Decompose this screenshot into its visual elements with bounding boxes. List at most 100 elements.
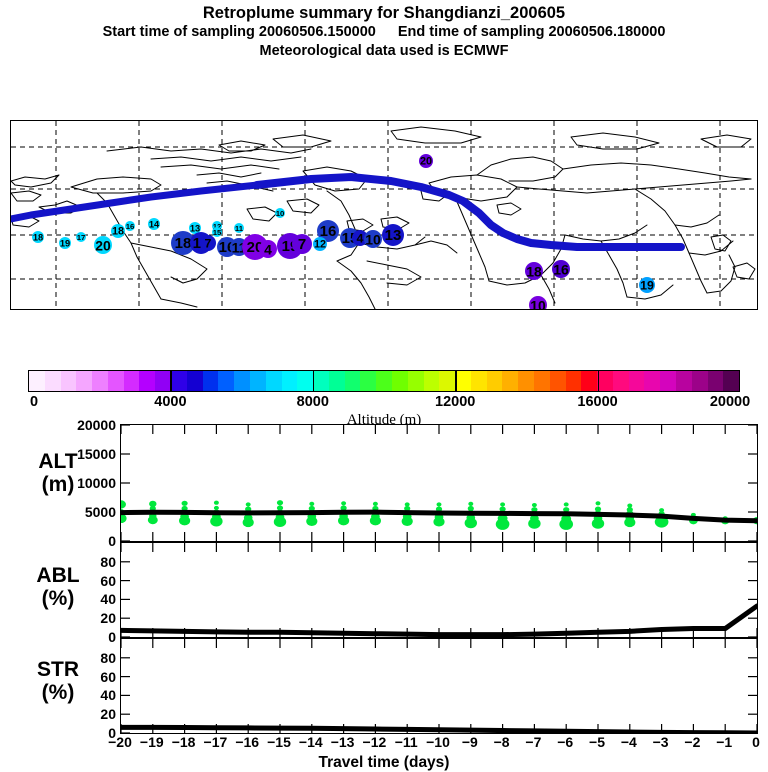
alt-scatter-point bbox=[595, 501, 601, 506]
colorbar-segment bbox=[171, 371, 187, 391]
colorbar-segment bbox=[376, 371, 392, 391]
plume-marker bbox=[313, 237, 327, 251]
alt-label-line2: (m) bbox=[41, 473, 75, 496]
colorbar-segment bbox=[691, 371, 708, 391]
plume-marker-label: 13 bbox=[385, 227, 402, 244]
colorbar-segment bbox=[723, 371, 740, 391]
xaxis-title: Travel time (days) bbox=[318, 754, 450, 771]
alt-ytick-label: 20000 bbox=[77, 417, 116, 433]
abl-ytick-label: 80 bbox=[100, 553, 116, 570]
alt-scatter-point bbox=[627, 503, 633, 508]
colorbar-segment bbox=[707, 371, 724, 391]
alt-scatter-point bbox=[530, 514, 539, 523]
xaxis-tick-label: −6 bbox=[557, 734, 574, 750]
colorbar-segment bbox=[502, 371, 519, 391]
colorbar-tick-label: 4000 bbox=[154, 394, 187, 410]
str-ytick-label: 80 bbox=[100, 649, 116, 666]
plume-marker bbox=[94, 236, 112, 254]
plume-marker bbox=[111, 224, 125, 238]
colorbar-divider bbox=[170, 370, 172, 392]
xaxis-tick-label: −12 bbox=[362, 734, 387, 750]
colorbar-segment bbox=[139, 371, 156, 391]
abl-ytick-label: 0 bbox=[108, 629, 116, 645]
colorbar-segment bbox=[391, 371, 408, 391]
alt-scatter-point bbox=[181, 500, 188, 506]
plume-marker-label: 16 bbox=[126, 222, 135, 231]
alt-panel[interactable] bbox=[120, 424, 758, 542]
plume-marker-label: 20 bbox=[247, 239, 264, 256]
title-block: Retroplume summary for Shangdianzi_20060… bbox=[0, 0, 768, 61]
alt-scatter-point bbox=[464, 517, 477, 529]
colorbar-segment bbox=[328, 371, 345, 391]
alt-scatter-point bbox=[275, 513, 285, 521]
alt-scatter-point bbox=[435, 506, 443, 512]
plume-marker-label: 12 bbox=[213, 222, 222, 231]
plume-marker bbox=[234, 223, 244, 233]
colorbar-segment bbox=[218, 371, 235, 391]
colorbar-segment bbox=[60, 371, 77, 391]
plume-marker-label: 7 bbox=[298, 236, 306, 253]
colorbar-segment bbox=[455, 371, 471, 391]
colorbar-segment bbox=[281, 371, 298, 391]
xaxis-tick-label: −8 bbox=[493, 734, 510, 750]
colorbar-segment bbox=[92, 371, 108, 391]
plume-marker-label: 16 bbox=[320, 223, 337, 240]
alt-scatter-point bbox=[243, 514, 253, 522]
alt-scatter-point bbox=[591, 518, 605, 529]
abl-ytick-label: 20 bbox=[100, 610, 116, 627]
str-ytick-label: 60 bbox=[100, 668, 116, 685]
abl-row-label: ABL (%) bbox=[6, 564, 110, 610]
page-title: Retroplume summary for Shangdianzi_20060… bbox=[202, 4, 566, 22]
colorbar-tick-label: 16000 bbox=[577, 394, 618, 410]
retroplume-map[interactable]: 1819172018161413181871215111611204101971… bbox=[10, 120, 758, 310]
colorbar-segment bbox=[360, 371, 377, 391]
alt-scatter-point bbox=[561, 514, 572, 524]
plume-marker-label: 18 bbox=[112, 226, 124, 238]
colorbar-segment bbox=[265, 371, 282, 391]
xaxis-tick-label: −13 bbox=[330, 734, 355, 750]
plume-marker bbox=[171, 231, 195, 255]
str-panel[interactable] bbox=[120, 638, 758, 734]
xaxis-tick-label: −19 bbox=[139, 734, 164, 750]
alt-ytick-label: 15000 bbox=[77, 446, 116, 462]
plume-marker bbox=[212, 227, 222, 237]
colorbar-segment bbox=[534, 371, 550, 391]
abl-panel[interactable] bbox=[120, 542, 758, 638]
alt-scatter-point bbox=[528, 518, 541, 529]
xaxis-tick-label: −5 bbox=[589, 734, 605, 750]
plume-marker bbox=[317, 220, 339, 242]
trajectory-line bbox=[11, 173, 685, 251]
colorbar-divider bbox=[455, 370, 457, 392]
plume-marker bbox=[259, 240, 277, 258]
xaxis-tick-label: −16 bbox=[235, 734, 260, 750]
colorbar-segment bbox=[249, 371, 266, 391]
abl-label-line2: (%) bbox=[41, 587, 75, 610]
plume-marker bbox=[529, 296, 547, 309]
abl-label-line1: ABL bbox=[36, 564, 80, 587]
colorbar-tick-label: 12000 bbox=[435, 394, 476, 410]
str-plot bbox=[121, 639, 757, 733]
colorbar-segment bbox=[597, 371, 613, 391]
colorbar-segment bbox=[76, 371, 93, 391]
alt-scatter-point bbox=[121, 500, 126, 509]
alt-row-label: ALT (m) bbox=[6, 450, 110, 496]
plume-marker-label: 18 bbox=[175, 235, 192, 252]
alt-scatter-point bbox=[563, 507, 570, 513]
abl-ytick-label: 60 bbox=[100, 572, 116, 589]
plume-marker bbox=[352, 230, 368, 246]
plume-marker-label: 10 bbox=[276, 209, 285, 218]
alt-scatter-point bbox=[149, 500, 157, 507]
colorbar-segment bbox=[470, 371, 487, 391]
alt-scatter-point bbox=[213, 500, 219, 505]
plume-marker bbox=[639, 277, 655, 293]
xaxis-tick-label: −20 bbox=[108, 734, 132, 750]
xaxis-tick-label: −3 bbox=[652, 734, 669, 750]
xaxis-tick-label: −18 bbox=[171, 734, 196, 750]
plume-marker bbox=[364, 230, 382, 248]
plume-marker-label: 19 bbox=[640, 279, 654, 293]
alt-scatter-point bbox=[499, 506, 506, 512]
plume-marker bbox=[200, 235, 216, 251]
alt-scatter-point bbox=[404, 505, 411, 512]
alt-scatter-point bbox=[372, 501, 378, 506]
colorbar-segment bbox=[234, 371, 250, 391]
